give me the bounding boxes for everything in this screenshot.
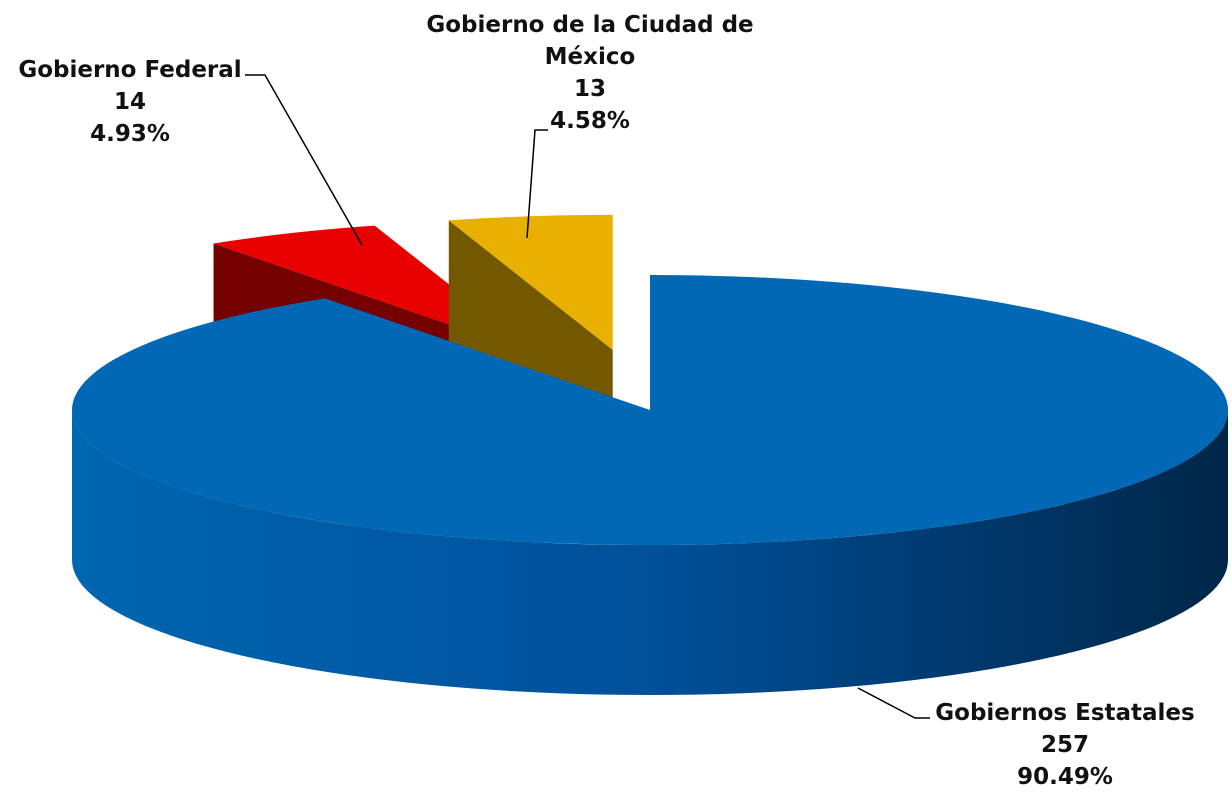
category-label: Gobiernos Estatales bbox=[935, 700, 1195, 726]
value-label: 13 bbox=[573, 76, 606, 102]
percent-label: 4.93% bbox=[90, 121, 170, 147]
value-label: 257 bbox=[1040, 732, 1089, 758]
leader-line bbox=[245, 74, 363, 246]
slice-side bbox=[72, 410, 1228, 695]
slice bbox=[448, 214, 613, 350]
percent-label: 90.49% bbox=[1017, 764, 1113, 790]
category-label: Gobierno de la Ciudad de México bbox=[426, 12, 754, 70]
percent-label: 4.58% bbox=[550, 108, 630, 134]
leader-line bbox=[857, 687, 930, 719]
value-label: 14 bbox=[113, 89, 146, 115]
leader-line bbox=[526, 129, 548, 239]
slice-label: Gobiernos Estatales 257 90.49% bbox=[915, 697, 1215, 793]
slice bbox=[72, 275, 1229, 545]
category-label: Gobierno Federal bbox=[18, 57, 242, 83]
slice-label: Gobierno Federal 14 4.93% bbox=[10, 54, 250, 150]
slices bbox=[72, 214, 1229, 695]
slice-label: Gobierno de la Ciudad de México 13 4.58% bbox=[405, 9, 775, 137]
